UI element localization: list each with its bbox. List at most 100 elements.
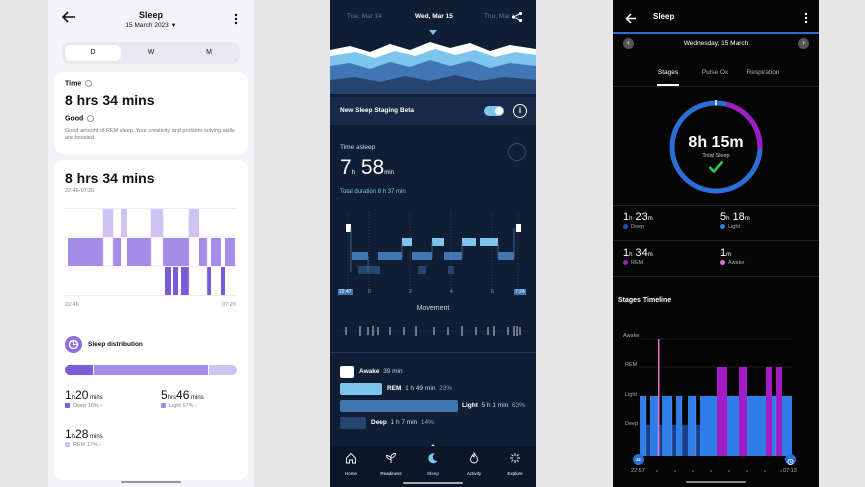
nav-home[interactable]: Home <box>338 451 364 476</box>
legend-deep-pct: 14% <box>420 419 434 426</box>
home-indicator <box>403 482 463 484</box>
segment-month[interactable]: M <box>206 49 212 56</box>
level-light-label: Light <box>625 392 637 398</box>
axis-tick-label: 0 <box>368 289 371 295</box>
legend-light-value: 5 h 1 min <box>481 402 509 409</box>
legend-light-bar <box>340 400 458 412</box>
timeline-title: Stages Timeline <box>618 297 672 304</box>
distribution-rem-segment <box>207 365 237 375</box>
level-awake-label: Awake <box>623 333 640 339</box>
section-divider <box>330 352 536 353</box>
sleep-stage-chart <box>65 208 237 296</box>
stat-light[interactable]: 5hrs46 mins Light 67% › <box>161 388 204 409</box>
tab-stages-underline <box>657 84 679 86</box>
axis-tick-label: 4 <box>450 289 453 295</box>
quality-label: Good <box>65 115 84 123</box>
stat-deep[interactable]: 1h20 mins Deep 16% › <box>65 388 103 409</box>
legend-light: Light 5 h 1 min 63% <box>340 400 530 412</box>
legend-light-pct: 63% <box>511 402 525 409</box>
sleep-score-icon <box>508 143 526 161</box>
axis-end-label: 07:20 <box>222 302 236 308</box>
checkmark-icon <box>708 160 724 173</box>
distribution-title: Sleep distribution <box>88 341 143 348</box>
legend-rem-pct: 23% <box>439 385 453 392</box>
time-asleep-label: Time asleep <box>340 144 376 151</box>
axis-tick-label: 2 <box>409 289 412 295</box>
movement-chart <box>338 326 528 336</box>
home-icon <box>346 452 356 464</box>
day-tab-next[interactable]: Thu, Mar 16 <box>484 13 520 20</box>
stat-deep: 1h 23m Deep <box>623 211 653 230</box>
tab-respiration[interactable]: Respiration <box>746 69 780 76</box>
nav-sleep[interactable]: Sleep <box>420 451 446 476</box>
caret-down-icon: ▼ <box>170 23 177 29</box>
nav-explore[interactable]: Explore <box>502 451 528 476</box>
night-wave-graphic <box>330 36 536 94</box>
axis-start-label: 22:47 <box>338 289 353 295</box>
next-day-button[interactable]: › <box>798 38 809 49</box>
toggle-row: New Sleep Staging Beta i <box>330 97 536 125</box>
segment-day[interactable]: D <box>65 45 121 61</box>
sleep-range: 22:46-07:20 <box>65 188 95 194</box>
back-icon[interactable] <box>61 10 76 23</box>
stat-rem[interactable]: 1h28 mins REM 17% › <box>65 427 103 448</box>
nav-sleep-label: Sleep <box>426 471 439 476</box>
nav-activity-label: Activity <box>466 471 482 476</box>
stages-timeline-chart <box>640 338 792 456</box>
axis-tick-label: 6 <box>491 289 494 295</box>
home-indicator <box>121 481 181 483</box>
ring-label: Total Sleep <box>702 153 730 159</box>
legend-rem: REM 1 h 49 min 23% <box>340 383 530 395</box>
time-end-label: 07:13 <box>783 468 797 474</box>
total-sleep-ring <box>669 100 763 194</box>
back-icon[interactable] <box>625 11 637 24</box>
chevron-up-icon[interactable] <box>427 438 439 450</box>
sparkle-icon <box>510 453 520 463</box>
day-tab-current[interactable]: Wed, Mar 15 <box>415 13 453 20</box>
legend-awake: Awake 39 min <box>340 366 530 378</box>
hypnogram-axis: 22:47 0 2 4 6 7:24 <box>338 289 528 297</box>
nav-home-label: Home <box>344 471 357 476</box>
total-sleep-value: 8 hrs 34 mins <box>65 170 155 186</box>
nav-explore-label: Explore <box>507 471 523 476</box>
bottom-nav: Home Readiness Sleep Activity Explore <box>330 446 536 487</box>
nav-readiness[interactable]: Readiness <box>378 451 404 476</box>
date-selector[interactable]: 15 March 2023 ▼ <box>48 22 254 29</box>
tab-stages[interactable]: Stages <box>657 69 679 76</box>
staging-beta-toggle[interactable] <box>484 106 504 116</box>
nav-activity[interactable]: Activity <box>461 451 487 476</box>
time-value: 8 hrs 34 mins <box>65 92 155 108</box>
current-day-marker <box>429 30 437 35</box>
timeline-ticks <box>647 459 787 472</box>
more-options-icon[interactable] <box>234 12 238 25</box>
time-label: Time <box>65 80 82 88</box>
info-icon[interactable] <box>87 115 95 122</box>
wake-alarm-icon <box>785 454 796 465</box>
level-rem-label: REM <box>625 362 638 368</box>
axis-start-label: 22:46 <box>65 302 79 308</box>
stats-divider-bottom <box>613 276 819 277</box>
legend-awake-name: Awake <box>359 368 380 375</box>
phone-samsung-health: Sleep 15 March 2023 ▼ D W M Time 8 hrs 3… <box>48 0 254 487</box>
chevron-right-icon: › <box>99 442 102 448</box>
stat-awake: 1m Awake <box>720 247 745 266</box>
date-label: Wednesday, 15 March <box>683 40 749 47</box>
share-icon[interactable] <box>511 10 523 23</box>
day-tab-prev[interactable]: Tue, Mar 14 <box>347 13 382 20</box>
tab-pulse-ox[interactable]: Pulse Ox <box>701 69 729 76</box>
more-options-icon[interactable] <box>804 11 808 24</box>
legend-deep-bar <box>340 417 366 429</box>
sleep-start-icon: zz <box>633 454 644 465</box>
prev-day-button[interactable]: ‹ <box>623 38 634 49</box>
chevron-right-icon: › <box>195 403 197 409</box>
info-icon[interactable] <box>85 80 93 87</box>
movement-label: Movement <box>416 305 450 312</box>
info-icon[interactable]: i <box>513 104 527 118</box>
segment-week[interactable]: W <box>147 49 155 56</box>
total-duration: Total duration 8 h 37 min <box>340 189 406 195</box>
period-segmented-control: D W M <box>62 42 240 64</box>
legend-deep-value: 1 h 7 min <box>390 419 418 426</box>
distribution-icon <box>65 336 82 353</box>
legend-rem-name: REM <box>387 385 402 392</box>
legend-deep: Deep 1 h 7 min 14% <box>340 417 530 429</box>
